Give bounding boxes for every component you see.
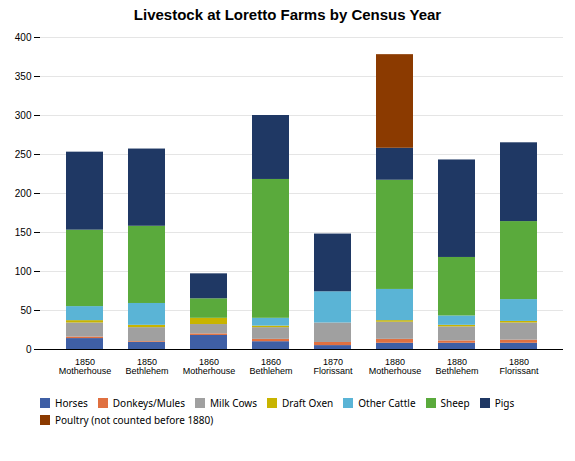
svg-text:200: 200 [15, 188, 32, 199]
svg-text:350: 350 [15, 71, 32, 82]
svg-text:1850Motherhouse: 1850Motherhouse [59, 357, 112, 376]
svg-text:1880Motherhouse: 1880Motherhouse [369, 357, 422, 376]
html-text:Livestock at Loretto Farms by: Livestock at Loretto Farms by Census Yea… [133, 6, 442, 23]
svg-text:1860Motherhouse: 1860Motherhouse [183, 357, 236, 376]
html-text:Other Cattle: Other Cattle [358, 396, 416, 411]
svg-text:150: 150 [15, 227, 32, 238]
svg-text:250: 250 [15, 149, 32, 160]
svg-text:400: 400 [15, 32, 32, 43]
html-text:Sheep: Sheep [440, 396, 470, 411]
html-text:Horses: Horses [55, 396, 88, 411]
html-text:Draft Oxen: Draft Oxen [282, 396, 334, 411]
svg-text:0: 0 [26, 344, 32, 355]
svg-text:1880Bethlehem: 1880Bethlehem [435, 357, 478, 376]
svg-text:300: 300 [15, 110, 32, 121]
svg-text:1880Florissant: 1880Florissant [499, 357, 539, 376]
svg-text:1860Bethlehem: 1860Bethlehem [249, 357, 292, 376]
svg-text:50: 50 [20, 305, 32, 316]
html-text:Poultry (not counted before 18: Poultry (not counted before 1880) [55, 412, 214, 427]
svg-text:1870Florissant: 1870Florissant [313, 357, 353, 376]
html-text:Donkeys/Mules: Donkeys/Mules [112, 396, 185, 411]
html-text:Milk Cows: Milk Cows [210, 396, 257, 411]
svg-text:100: 100 [15, 266, 32, 277]
html-text:Pigs: Pigs [494, 396, 515, 411]
svg-text:1850Bethlehem: 1850Bethlehem [125, 357, 168, 376]
